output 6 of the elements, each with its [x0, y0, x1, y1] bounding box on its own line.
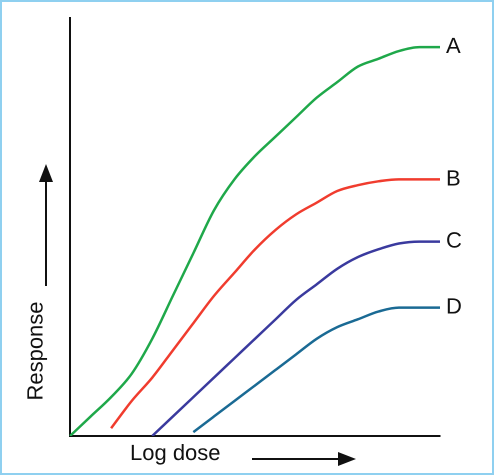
series-label: A: [446, 33, 461, 58]
series-label: C: [446, 228, 462, 253]
x-axis-title: Log dose: [130, 440, 221, 466]
y-axis-title: Response: [22, 301, 49, 401]
series-label: D: [446, 294, 462, 319]
series-label: B: [446, 165, 461, 190]
